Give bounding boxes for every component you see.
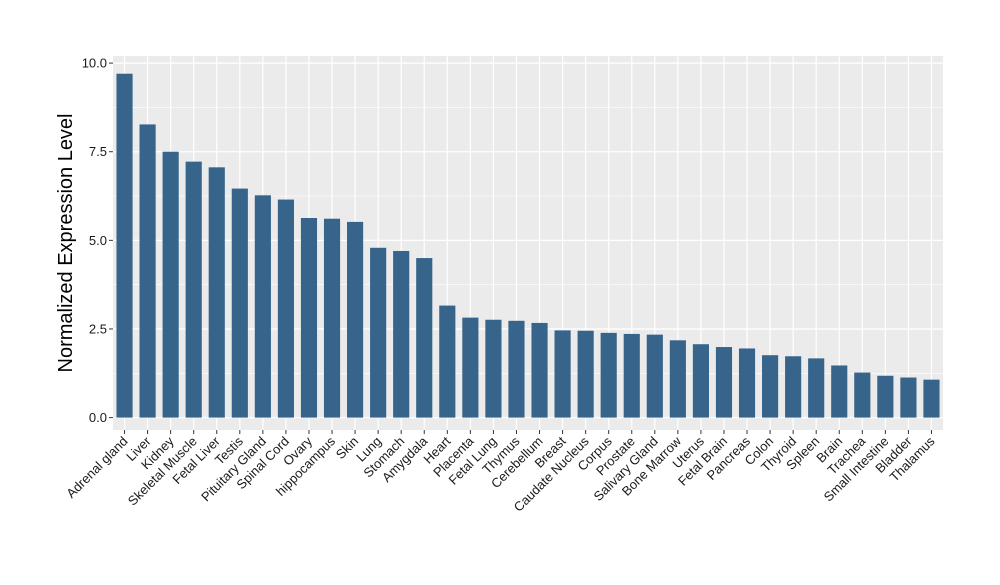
bar — [738, 348, 756, 418]
bar — [462, 317, 479, 418]
bar — [231, 188, 248, 418]
bar — [254, 195, 271, 418]
bar — [139, 124, 156, 418]
y-tick-label: 10.0 — [82, 56, 107, 71]
bar — [900, 377, 917, 418]
y-tick-label: 5.0 — [89, 233, 107, 248]
bar — [554, 330, 571, 418]
bar — [877, 375, 894, 418]
bar — [208, 167, 225, 418]
y-axis-label: Normalized Expression Level — [55, 113, 77, 372]
bar — [508, 320, 525, 418]
bar — [646, 334, 663, 418]
y-tick-label: 0.0 — [89, 410, 107, 425]
bar — [715, 347, 733, 418]
bar — [692, 344, 709, 418]
y-axis: 0.0 2.5 5.0 7.5 10.0 — [82, 56, 113, 425]
bar — [623, 333, 640, 418]
bar — [762, 355, 779, 418]
bar — [923, 379, 940, 418]
bar — [323, 218, 341, 418]
bar — [577, 330, 594, 418]
bar — [669, 340, 686, 418]
bar — [300, 218, 318, 418]
y-tick-label: 2.5 — [89, 321, 107, 336]
bar — [600, 332, 617, 418]
bar — [370, 247, 387, 418]
bars — [116, 73, 940, 418]
bar — [531, 322, 548, 418]
bar — [485, 319, 502, 418]
bar — [277, 199, 294, 418]
x-tick-label: Adrenal gland — [63, 434, 130, 501]
plot-panel — [113, 56, 943, 430]
bar — [116, 73, 133, 418]
bar — [347, 221, 364, 418]
bar — [854, 372, 871, 418]
bar — [831, 365, 848, 418]
bar — [439, 305, 456, 418]
bar — [416, 258, 433, 418]
bar — [785, 356, 802, 418]
bar — [393, 250, 410, 418]
bar — [808, 358, 825, 418]
bar — [185, 161, 202, 418]
bar — [162, 151, 179, 418]
y-tick-label: 7.5 — [89, 144, 107, 159]
